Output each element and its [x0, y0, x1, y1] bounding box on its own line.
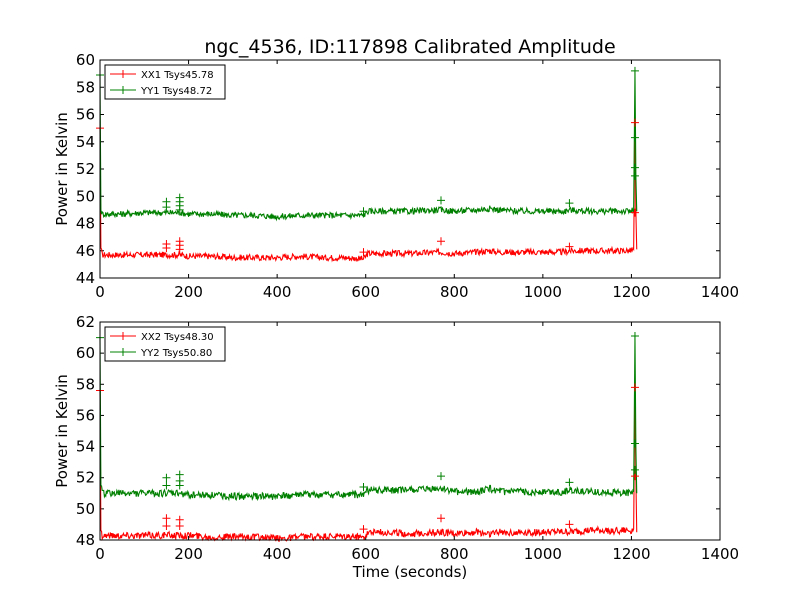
- top-x-tick-label: 600: [351, 283, 380, 301]
- bottom-marker-xx2: [162, 514, 171, 523]
- bottom-plot-frame: [99, 321, 721, 541]
- bottom-series-line-xx2: [99, 387, 638, 542]
- bottom-marker-yy2: [162, 481, 171, 490]
- top-marker-yy1: [437, 196, 445, 205]
- bottom-y-axis-label: Power in Kelvin: [53, 374, 71, 488]
- bottom-marker-xx2: [630, 383, 639, 392]
- x-axis-label: Time (seconds): [352, 563, 468, 581]
- bottom-legend-box: [104, 326, 226, 362]
- top-x-tick-label: 1000: [524, 283, 562, 301]
- top-marker-yy1: [630, 171, 639, 180]
- bottom-legend-marker-xx2: [119, 332, 127, 340]
- bottom-x-tick-label: 1200: [612, 545, 650, 563]
- top-marker-yy1: [359, 207, 368, 216]
- top-y-tick-label: 46: [76, 242, 95, 260]
- bottom-x-tick-label: 1400: [701, 545, 739, 563]
- top-y-tick-label: 56: [76, 106, 95, 124]
- bottom-plot-ticks: 0 200 400 600 800 1000 1200 1400 48 50 52 54 56 58 60 6…: [76, 313, 739, 563]
- top-legend-label-xx1: XX1 Tsys45.78: [141, 70, 214, 81]
- bottom-y-tick-label: 60: [76, 344, 95, 362]
- top-marker-yy1: [630, 66, 639, 75]
- bottom-y-tick-label: 54: [76, 438, 95, 456]
- bottom-marker-xx2: [175, 521, 184, 530]
- bottom-x-tick-label: 400: [263, 545, 292, 563]
- top-x-tick-label: 1400: [701, 283, 739, 301]
- top-x-tick-label: 0: [95, 283, 105, 301]
- top-plot-frame: [99, 59, 721, 279]
- top-y-tick-label: 52: [76, 160, 95, 178]
- bottom-legend-label-xx2: XX2 Tsys48.30: [141, 332, 214, 343]
- top-plot-series: [96, 66, 639, 263]
- top-marker-xx1: [359, 248, 368, 257]
- chart-title: ngc_4536, ID:117898 Calibrated Amplitude: [204, 36, 615, 58]
- top-marker-yy1: [175, 205, 184, 214]
- top-x-tick-label: 200: [174, 283, 203, 301]
- top-legend-marker-yy1: [119, 86, 127, 94]
- bottom-legend: XX2 Tsys48.30 YY2 Tsys50.80: [104, 326, 226, 362]
- bottom-marker-yy2: [437, 472, 445, 481]
- bottom-legend-entry-xx2: XX2 Tsys48.30: [110, 332, 214, 343]
- bottom-x-tick-label: 0: [95, 545, 105, 563]
- top-marker-yy1: [630, 163, 639, 172]
- top-x-tick-label: 800: [440, 283, 469, 301]
- top-y-tick-label: 50: [76, 187, 95, 205]
- bottom-x-tick-label: 600: [351, 545, 380, 563]
- bottom-series-line-yy2: [99, 336, 638, 502]
- bottom-plot-series: [96, 332, 639, 542]
- top-marker-xx1: [437, 237, 445, 246]
- top-plot-ticks: 0 200 400 600 800 1000 1200 1400 44 46 48 50 52 54 56 5…: [76, 51, 739, 301]
- top-marker-yy1: [162, 203, 171, 212]
- bottom-legend-entry-yy2: YY2 Tsys50.80: [110, 348, 212, 359]
- top-marker-xx1: [162, 244, 171, 253]
- bottom-y-tick-label: 50: [76, 500, 95, 518]
- top-y-axis-label: Power in Kelvin: [53, 112, 71, 226]
- top-marker-xx1: [630, 118, 639, 127]
- top-marker-xx1: [630, 208, 639, 217]
- top-plot: 0 200 400 600 800 1000 1200 1400 44 46 48 50 52 54 56 5…: [53, 51, 739, 301]
- bottom-y-tick-label: 52: [76, 469, 95, 487]
- bottom-marker-yy2: [630, 439, 639, 448]
- bottom-y-tick-label: 48: [76, 531, 95, 549]
- top-marker-yy1: [630, 133, 639, 142]
- bottom-marker-yy2: [175, 481, 184, 490]
- top-legend-entry-yy1: YY1 Tsys48.72: [110, 86, 212, 97]
- top-y-tick-label: 58: [76, 78, 95, 96]
- bottom-marker-yy2: [359, 483, 368, 492]
- bottom-legend-marker-yy2: [119, 348, 127, 356]
- top-series-line-yy1: [99, 70, 638, 222]
- bottom-marker-yy2: [565, 478, 574, 487]
- bottom-marker-yy2: [630, 465, 639, 474]
- bottom-y-tick-label: 58: [76, 375, 95, 393]
- bottom-y-tick-label: 56: [76, 406, 95, 424]
- bottom-plot: 0 200 400 600 800 1000 1200 1400 48 50 52 54 56 58 60 6…: [53, 313, 739, 581]
- top-legend-marker-xx1: [119, 70, 127, 78]
- top-series-line-xx1: [99, 124, 638, 263]
- top-legend-label-yy1: YY1 Tsys48.72: [140, 86, 212, 97]
- top-y-tick-label: 48: [76, 215, 95, 233]
- bottom-marker-yy2: [630, 332, 639, 341]
- bottom-marker-yy2: [162, 473, 171, 482]
- top-marker-xx1: [565, 242, 574, 251]
- top-x-tick-label: 1200: [612, 283, 650, 301]
- bottom-legend-label-yy2: YY2 Tsys50.80: [140, 348, 212, 359]
- top-y-tick-label: 54: [76, 133, 95, 151]
- bottom-marker-xx2: [162, 521, 171, 530]
- top-legend-entry-xx1: XX1 Tsys45.78: [110, 70, 214, 81]
- bottom-y-tick-label: 62: [76, 313, 95, 331]
- top-marker-xx1: [175, 245, 184, 254]
- top-legend: XX1 Tsys45.78 YY1 Tsys48.72: [104, 64, 226, 100]
- bottom-marker-xx2: [437, 514, 445, 523]
- top-y-tick-label: 60: [76, 51, 95, 69]
- bottom-marker-xx2: [565, 520, 574, 529]
- top-marker-yy1: [565, 199, 574, 208]
- top-x-tick-label: 400: [263, 283, 292, 301]
- bottom-x-tick-label: 1000: [524, 545, 562, 563]
- bottom-x-tick-label: 200: [174, 545, 203, 563]
- bottom-marker-xx2: [359, 525, 368, 534]
- top-legend-box: [104, 64, 226, 100]
- bottom-x-tick-label: 800: [440, 545, 469, 563]
- top-y-tick-label: 44: [76, 269, 95, 287]
